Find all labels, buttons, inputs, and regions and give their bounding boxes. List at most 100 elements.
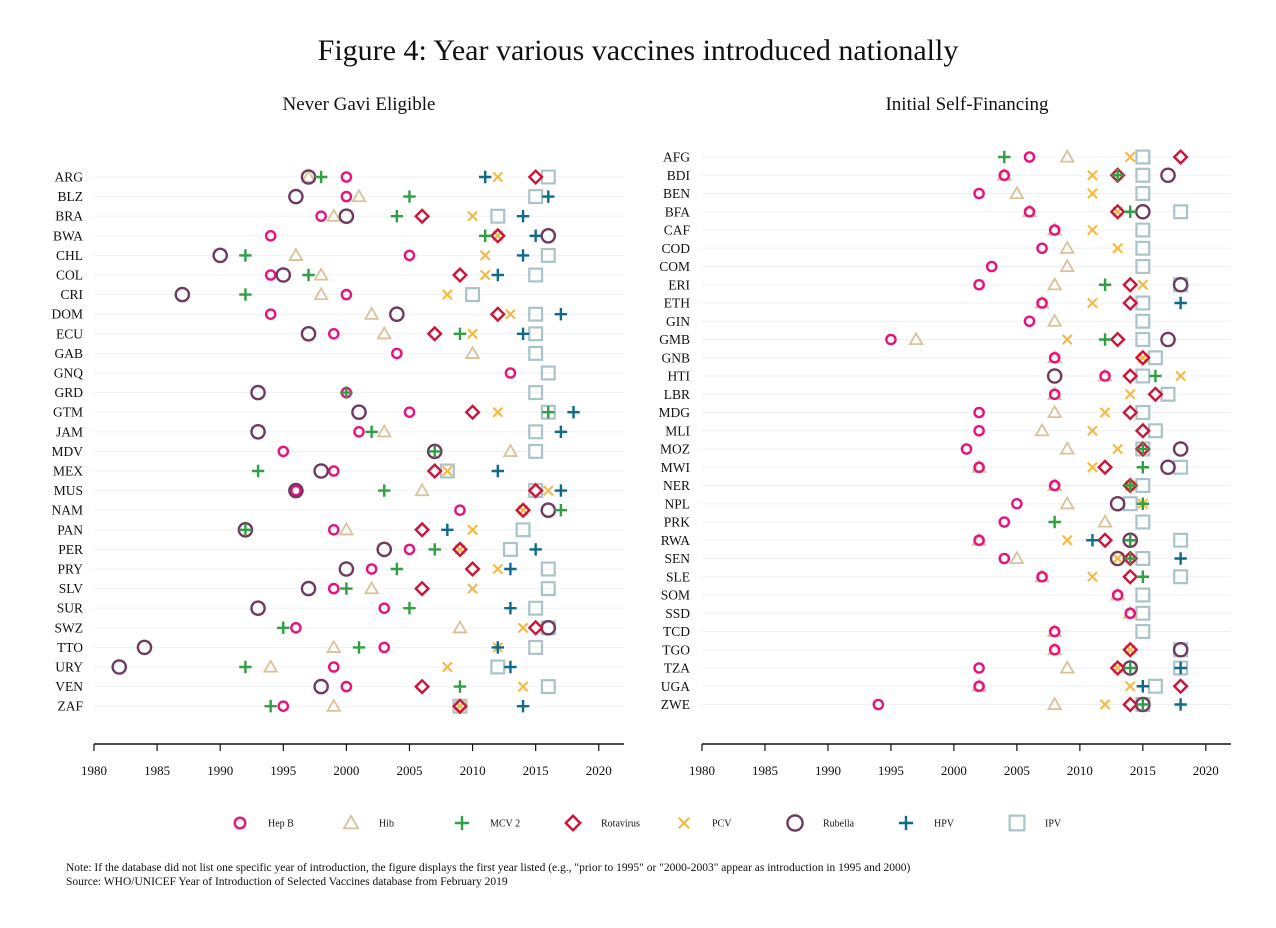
country-row-sur: SUR xyxy=(57,600,544,617)
legend-item-ipv: IPV xyxy=(1008,814,1062,832)
point-mcv2 xyxy=(302,268,315,282)
point-hib xyxy=(1059,495,1076,510)
legend-item-pcv: PCV xyxy=(677,816,732,830)
point-hpv xyxy=(554,308,568,321)
panel-title: Initial Self-Financing xyxy=(885,94,1049,115)
point-rota xyxy=(414,580,431,597)
x-tick-label: 2010 xyxy=(460,763,486,778)
point-pcv xyxy=(1137,279,1149,291)
x-tick-label: 2015 xyxy=(1130,763,1156,778)
point-hpv xyxy=(554,484,568,497)
point-hepb xyxy=(277,700,290,713)
point-ipv xyxy=(1135,259,1151,275)
point-rubella xyxy=(313,463,329,479)
point-rubella xyxy=(250,423,266,440)
point-hib xyxy=(326,639,342,653)
point-pcv xyxy=(1124,151,1136,163)
country-label: CHL xyxy=(56,248,83,263)
country-label: TGO xyxy=(662,642,690,657)
country-label: MLI xyxy=(665,423,690,438)
point-hib xyxy=(1046,696,1063,711)
point-hepb xyxy=(1023,151,1036,163)
country-row-ben: BEN xyxy=(663,185,1151,202)
x-tick-label: 2020 xyxy=(1193,763,1219,778)
country-label: NAM xyxy=(51,503,83,518)
point-pcv xyxy=(479,250,491,261)
country-row-arg: ARG xyxy=(54,168,556,185)
point-pcv xyxy=(441,465,453,477)
point-mcv2 xyxy=(239,249,252,262)
point-hib xyxy=(502,443,519,457)
point-mcv2 xyxy=(239,288,252,301)
country-label: VEN xyxy=(55,679,83,694)
point-ipv xyxy=(1135,149,1151,165)
country-row-mli: MLI xyxy=(665,422,1163,439)
country-label: MOZ xyxy=(660,442,690,457)
point-mcv2 xyxy=(453,680,467,693)
point-rota xyxy=(1172,149,1189,165)
x-tick-label: 1990 xyxy=(207,763,233,778)
legend: Hep B Hib MCV 2 Rotavirus PCV Rubella HPV IPV xyxy=(233,814,1062,832)
point-hpv xyxy=(1174,661,1187,675)
point-pcv xyxy=(1124,680,1136,692)
country-row-cod: COD xyxy=(661,240,1151,256)
point-rubella xyxy=(250,600,266,617)
point-mcv2 xyxy=(340,386,353,399)
point-hpv xyxy=(491,464,505,478)
point-rota xyxy=(414,521,431,538)
country-label: GAB xyxy=(54,346,83,361)
point-rota xyxy=(414,678,431,695)
point-hpv xyxy=(554,425,568,438)
country-label: BLZ xyxy=(58,189,84,204)
gridlines xyxy=(94,176,624,707)
point-ipv xyxy=(528,385,544,401)
country-row-com: COM xyxy=(659,258,1151,275)
point-rubella xyxy=(313,678,329,695)
legend-item-rota: Rotavirus xyxy=(564,814,640,832)
country-row-tgo: TGO xyxy=(662,641,1189,658)
point-rota xyxy=(1109,167,1126,184)
legend-item-hepb: Hep B xyxy=(233,816,294,830)
legend-item-rubella: Rubella xyxy=(786,814,855,832)
point-rota xyxy=(1122,550,1139,567)
point-hib xyxy=(338,521,355,536)
point-ipv xyxy=(540,247,556,263)
point-hepb xyxy=(1036,242,1048,255)
legend-label: PCV xyxy=(712,819,732,830)
legend-marker-rota xyxy=(564,814,582,832)
point-ipv xyxy=(540,561,556,577)
x-tick-label: 2005 xyxy=(396,763,422,778)
panel-1: Never Gavi Eligible 1980 1985 1990 1995 2000 2… xyxy=(51,94,624,778)
point-pcv xyxy=(1112,242,1123,254)
x-tick-label: 2015 xyxy=(523,763,549,778)
point-hpv xyxy=(504,660,517,674)
point-hib xyxy=(1059,240,1076,254)
point-ipv xyxy=(502,541,518,557)
point-hib xyxy=(1059,148,1076,163)
point-hepb xyxy=(1036,297,1048,309)
country-label: PAN xyxy=(57,522,83,537)
country-label: BFA xyxy=(665,204,691,219)
country-row-gmb: GMB xyxy=(659,331,1176,348)
point-hib xyxy=(262,658,279,673)
point-hepb xyxy=(998,516,1011,528)
point-ipv xyxy=(1135,313,1151,329)
point-rubella xyxy=(338,208,355,224)
point-hepb xyxy=(985,260,998,273)
point-hpv xyxy=(504,602,517,615)
point-rubella xyxy=(351,404,367,421)
point-rota xyxy=(1122,696,1139,713)
country-row-pan: PAN xyxy=(57,521,531,538)
point-ipv xyxy=(528,267,544,283)
country-label: ECU xyxy=(56,326,83,341)
point-mcv2 xyxy=(340,582,353,595)
country-row-moz: MOZ xyxy=(660,440,1189,457)
point-rubella xyxy=(389,306,405,323)
point-ipv xyxy=(528,189,544,205)
country-label: ZWE xyxy=(661,697,690,712)
point-ipv xyxy=(1135,240,1151,256)
country-row-mex: MEX xyxy=(53,463,505,479)
legend-marker-hib xyxy=(342,814,360,830)
point-hpv xyxy=(1174,698,1187,711)
